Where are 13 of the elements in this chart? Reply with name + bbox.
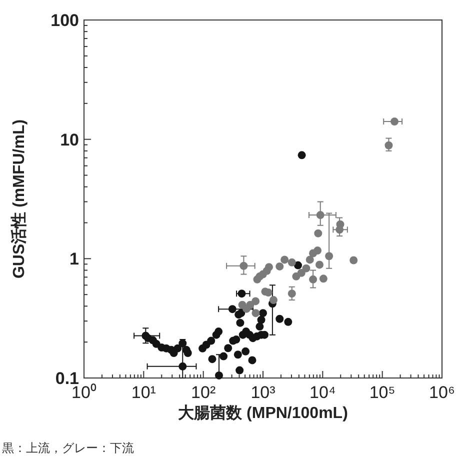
y-tick-label: 1 <box>70 250 79 269</box>
x-tick-label: 10³ <box>250 383 276 402</box>
y-tick-label: 100 <box>50 11 79 30</box>
x-tick-label: 10¹ <box>131 383 156 402</box>
x-tick-label: 10² <box>191 383 216 402</box>
y-tick-label: 10 <box>60 130 79 150</box>
y-axis-title: GUS活性 (mMFU/mL) <box>10 119 28 279</box>
x-tick-label: 10⁰ <box>72 383 96 402</box>
x-tick-label: 10⁴ <box>310 383 336 402</box>
x-axis-title: 大腸菌数 (MPN/100mL) <box>178 404 348 422</box>
text: 黒：上流，グレー：下流 <box>2 441 134 455</box>
x-tick-label: 10⁶ <box>429 383 455 402</box>
x-tick-label: 10⁵ <box>369 383 396 402</box>
